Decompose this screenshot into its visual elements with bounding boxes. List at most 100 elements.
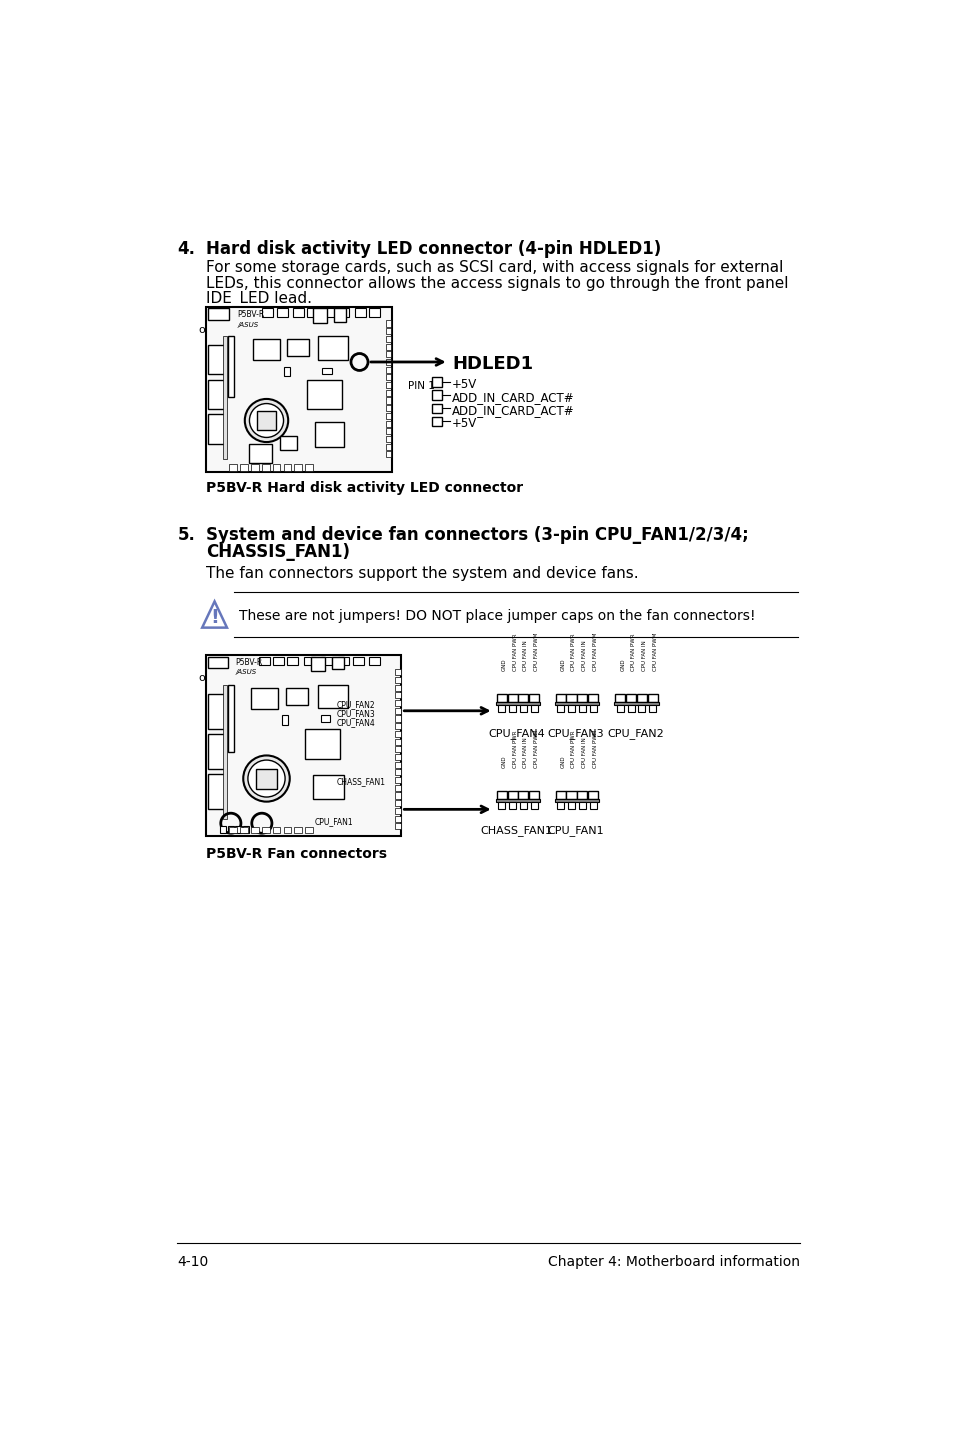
Bar bbox=[261, 464, 270, 470]
Bar bbox=[567, 802, 575, 808]
Text: o: o bbox=[198, 325, 205, 335]
Bar bbox=[337, 308, 348, 318]
Bar bbox=[249, 443, 272, 463]
Text: For some storage cards, such as SCSI card, with access signals for external: For some storage cards, such as SCSI car… bbox=[206, 260, 782, 275]
Text: +5V: +5V bbox=[452, 417, 476, 430]
Text: GND: GND bbox=[501, 659, 506, 670]
Bar bbox=[303, 657, 314, 666]
Bar bbox=[395, 777, 400, 784]
Bar bbox=[530, 802, 537, 808]
Bar bbox=[208, 414, 224, 443]
Text: These are not jumpers! DO NOT place jumper caps on the fan connectors!: These are not jumpers! DO NOT place jump… bbox=[239, 610, 755, 623]
Bar bbox=[294, 827, 302, 833]
Bar bbox=[305, 729, 340, 759]
Text: GND: GND bbox=[560, 659, 565, 670]
Text: CPU_FAN1: CPU_FAN1 bbox=[547, 825, 603, 835]
Text: +5V: +5V bbox=[452, 378, 476, 391]
Text: GND: GND bbox=[501, 755, 506, 768]
Bar bbox=[228, 684, 233, 752]
Bar bbox=[229, 827, 236, 833]
Bar bbox=[529, 695, 538, 702]
Bar bbox=[261, 308, 273, 318]
Text: P5BV-R Hard disk activity LED connector: P5BV-R Hard disk activity LED connector bbox=[206, 482, 522, 495]
Text: CPU FAN PWM: CPU FAN PWM bbox=[534, 633, 538, 670]
Bar bbox=[555, 798, 598, 802]
Text: 4-10: 4-10 bbox=[177, 1255, 209, 1270]
Bar bbox=[385, 360, 391, 365]
Text: 4.: 4. bbox=[177, 240, 195, 259]
Bar bbox=[251, 827, 258, 833]
Bar bbox=[208, 345, 224, 374]
Bar bbox=[395, 684, 400, 690]
Bar bbox=[273, 657, 283, 666]
Bar bbox=[385, 443, 391, 450]
Bar bbox=[625, 695, 636, 702]
Text: CPU FAN PWM: CPU FAN PWM bbox=[593, 633, 598, 670]
Text: CPU FAN PWM: CPU FAN PWM bbox=[534, 729, 538, 768]
Bar bbox=[577, 791, 587, 798]
Bar bbox=[228, 825, 233, 833]
Bar bbox=[385, 321, 391, 326]
Polygon shape bbox=[202, 601, 227, 627]
Text: CPU_FAN2: CPU_FAN2 bbox=[335, 700, 375, 709]
Bar bbox=[395, 808, 400, 814]
Bar bbox=[318, 336, 348, 361]
Bar bbox=[431, 404, 442, 413]
Text: CPU FAN PWR: CPU FAN PWR bbox=[631, 633, 636, 670]
Bar bbox=[497, 802, 505, 808]
Text: CPU_FAN3: CPU_FAN3 bbox=[547, 728, 603, 739]
Bar bbox=[305, 827, 313, 833]
Bar bbox=[517, 695, 528, 702]
Bar bbox=[577, 695, 587, 702]
Bar bbox=[395, 723, 400, 729]
Text: Chapter 4: Motherboard information: Chapter 4: Motherboard information bbox=[548, 1255, 800, 1270]
Bar bbox=[385, 390, 391, 395]
Bar bbox=[261, 827, 270, 833]
Bar bbox=[530, 706, 537, 712]
Bar bbox=[223, 336, 227, 459]
Text: CPU FAN PWR: CPU FAN PWR bbox=[571, 731, 576, 768]
Bar bbox=[243, 825, 249, 833]
Bar bbox=[395, 792, 400, 798]
Bar bbox=[431, 377, 442, 387]
Bar bbox=[228, 336, 233, 397]
Bar bbox=[385, 383, 391, 388]
Bar bbox=[395, 815, 400, 821]
Bar bbox=[277, 308, 288, 318]
Bar bbox=[649, 706, 656, 712]
Bar bbox=[385, 397, 391, 404]
Bar bbox=[555, 702, 598, 706]
Bar bbox=[395, 823, 400, 830]
Bar bbox=[208, 657, 228, 667]
Bar bbox=[353, 657, 364, 666]
Bar bbox=[395, 669, 400, 676]
Circle shape bbox=[249, 404, 283, 437]
Bar bbox=[206, 306, 392, 472]
Bar bbox=[395, 731, 400, 736]
Bar bbox=[208, 774, 224, 808]
Bar bbox=[332, 657, 344, 669]
Text: PIN 1: PIN 1 bbox=[407, 381, 434, 391]
Bar bbox=[287, 339, 309, 355]
Text: CPU_FAN2: CPU_FAN2 bbox=[606, 728, 663, 739]
Bar bbox=[555, 791, 565, 798]
Bar bbox=[334, 308, 346, 322]
Text: CPU FAN IN: CPU FAN IN bbox=[581, 640, 587, 670]
Bar bbox=[496, 798, 539, 802]
Bar bbox=[566, 695, 576, 702]
Bar bbox=[507, 791, 517, 798]
Text: GND: GND bbox=[619, 659, 624, 670]
Bar bbox=[395, 739, 400, 745]
Text: /ASUS: /ASUS bbox=[235, 669, 256, 676]
Text: !: ! bbox=[210, 608, 219, 627]
Text: CPU_FAN4: CPU_FAN4 bbox=[335, 719, 375, 728]
Bar bbox=[395, 785, 400, 791]
Bar bbox=[385, 344, 391, 349]
Bar bbox=[313, 308, 327, 324]
Bar bbox=[589, 802, 596, 808]
Text: CPU_FAN4: CPU_FAN4 bbox=[488, 728, 544, 739]
Bar bbox=[578, 706, 585, 712]
Bar bbox=[385, 328, 391, 334]
Bar bbox=[557, 802, 563, 808]
Bar bbox=[385, 452, 391, 457]
